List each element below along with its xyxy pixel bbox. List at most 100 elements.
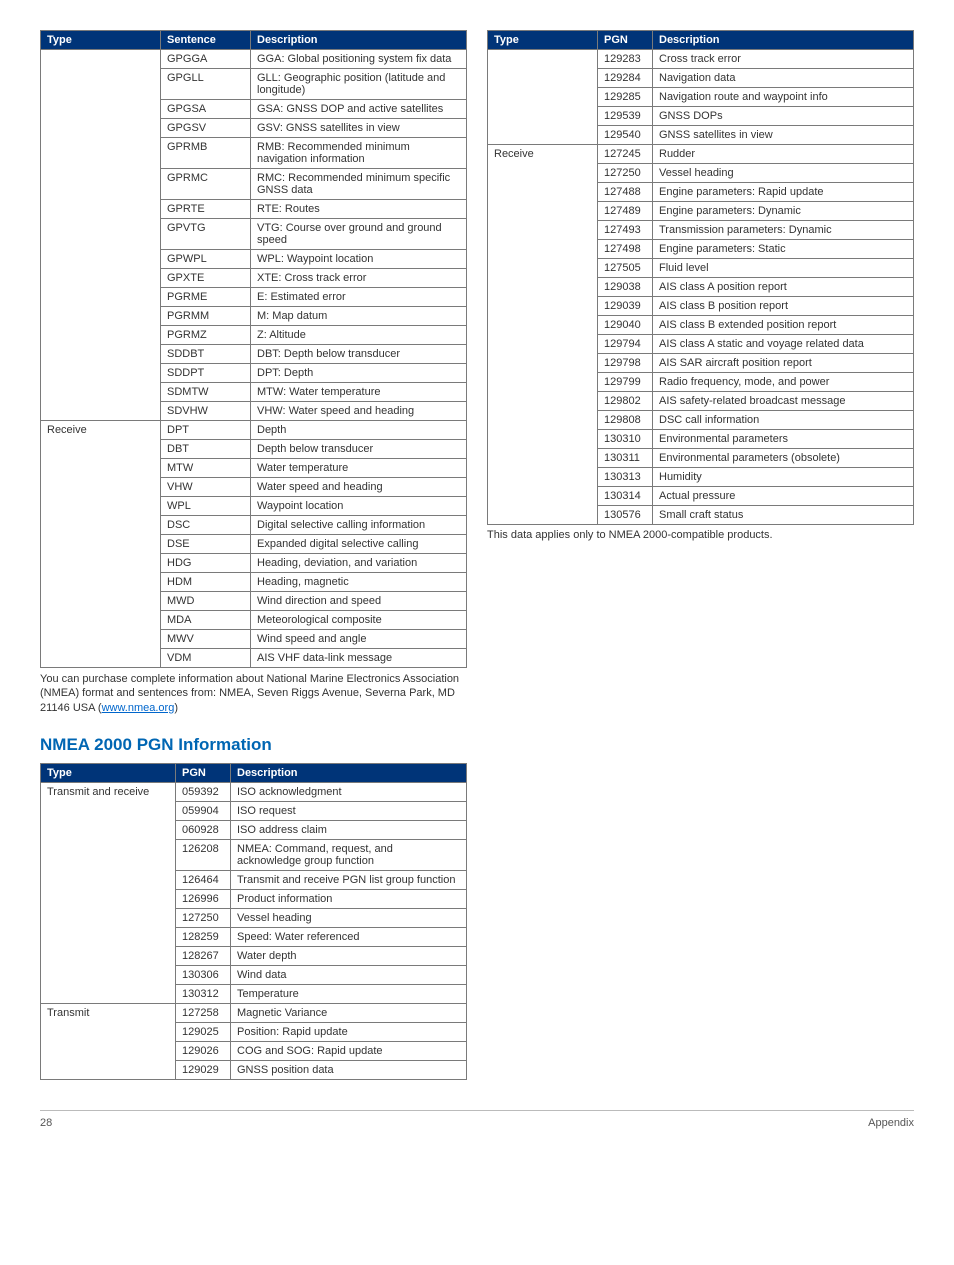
data-cell: GNSS satellites in view	[653, 126, 914, 145]
data-cell: Engine parameters: Dynamic	[653, 202, 914, 221]
col-type: Type	[488, 31, 598, 50]
data-cell: AIS safety-related broadcast message	[653, 392, 914, 411]
data-cell: GPXTE	[161, 269, 251, 288]
data-cell: GPGSA	[161, 100, 251, 119]
data-cell: Depth	[251, 421, 467, 440]
data-cell: GSV: GNSS satellites in view	[251, 119, 467, 138]
page-footer: 28 Appendix	[40, 1110, 914, 1129]
data-cell: Vessel heading	[231, 908, 467, 927]
data-cell: GPRMC	[161, 169, 251, 200]
data-cell: 129799	[598, 373, 653, 392]
data-cell: Wind data	[231, 965, 467, 984]
data-cell: MTW: Water temperature	[251, 383, 467, 402]
type-cell: Transmit and receive	[41, 782, 176, 1003]
data-cell: HDG	[161, 554, 251, 573]
data-cell: M: Map datum	[251, 307, 467, 326]
data-cell: 129029	[176, 1060, 231, 1079]
data-cell: PGRMZ	[161, 326, 251, 345]
type-cell	[488, 50, 598, 145]
data-cell: 127250	[598, 164, 653, 183]
data-cell: Environmental parameters (obsolete)	[653, 449, 914, 468]
data-cell: 130576	[598, 506, 653, 525]
data-cell: 130310	[598, 430, 653, 449]
data-cell: Transmission parameters: Dynamic	[653, 221, 914, 240]
data-cell: 129040	[598, 316, 653, 335]
col-description: Description	[231, 763, 467, 782]
data-cell: 127245	[598, 145, 653, 164]
data-cell: Temperature	[231, 984, 467, 1003]
data-cell: VDM	[161, 649, 251, 668]
data-cell: VHW	[161, 478, 251, 497]
data-cell: 060928	[176, 820, 231, 839]
data-cell: 127258	[176, 1003, 231, 1022]
data-cell: 129798	[598, 354, 653, 373]
nmea-0183-table: Type Sentence Description GPGGAGGA: Glob…	[40, 30, 467, 668]
data-cell: PGRMM	[161, 307, 251, 326]
data-cell: GSA: GNSS DOP and active satellites	[251, 100, 467, 119]
nmea-2000-table-left: Type PGN Description Transmit and receiv…	[40, 763, 467, 1080]
table-row: ReceiveDPTDepth	[41, 421, 467, 440]
data-cell: GPGGA	[161, 50, 251, 69]
data-cell: VTG: Course over ground and ground speed	[251, 219, 467, 250]
table-row: GPGGAGGA: Global positioning system fix …	[41, 50, 467, 69]
data-cell: 129794	[598, 335, 653, 354]
data-cell: Water depth	[231, 946, 467, 965]
data-cell: 130311	[598, 449, 653, 468]
data-cell: RMC: Recommended minimum specific GNSS d…	[251, 169, 467, 200]
data-cell: 129283	[598, 50, 653, 69]
data-cell: Navigation data	[653, 69, 914, 88]
table-row: Transmit127258Magnetic Variance	[41, 1003, 467, 1022]
data-cell: DSC	[161, 516, 251, 535]
data-cell: 129808	[598, 411, 653, 430]
data-cell: Water temperature	[251, 459, 467, 478]
data-cell: 128259	[176, 927, 231, 946]
data-cell: DPT: Depth	[251, 364, 467, 383]
data-cell: Cross track error	[653, 50, 914, 69]
data-cell: AIS class B extended position report	[653, 316, 914, 335]
data-cell: AIS SAR aircraft position report	[653, 354, 914, 373]
data-cell: 130313	[598, 468, 653, 487]
data-cell: NMEA: Command, request, and acknowledge …	[231, 839, 467, 870]
data-cell: 127493	[598, 221, 653, 240]
data-cell: AIS VHF data-link message	[251, 649, 467, 668]
col-type: Type	[41, 763, 176, 782]
table-row: Transmit and receive059392ISO acknowledg…	[41, 782, 467, 801]
nmea-2000-table-right: Type PGN Description 129283Cross track e…	[487, 30, 914, 525]
data-cell: Depth below transducer	[251, 440, 467, 459]
data-cell: Radio frequency, mode, and power	[653, 373, 914, 392]
data-cell: DBT: Depth below transducer	[251, 345, 467, 364]
data-cell: 127250	[176, 908, 231, 927]
nmea-link[interactable]: www.nmea.org	[102, 702, 175, 714]
data-cell: Rudder	[653, 145, 914, 164]
data-cell: GPRMB	[161, 138, 251, 169]
data-cell: SDDPT	[161, 364, 251, 383]
type-cell: Receive	[41, 421, 161, 668]
col-sentence: Sentence	[161, 31, 251, 50]
data-cell: 126464	[176, 870, 231, 889]
data-cell: RMB: Recommended minimum navigation info…	[251, 138, 467, 169]
col-type: Type	[41, 31, 161, 50]
data-cell: DSC call information	[653, 411, 914, 430]
data-cell: Meteorological composite	[251, 611, 467, 630]
data-cell: ISO request	[231, 801, 467, 820]
data-cell: GGA: Global positioning system fix data	[251, 50, 467, 69]
data-cell: Humidity	[653, 468, 914, 487]
data-cell: Product information	[231, 889, 467, 908]
data-cell: GNSS DOPs	[653, 107, 914, 126]
data-cell: 127498	[598, 240, 653, 259]
data-cell: 130314	[598, 487, 653, 506]
data-cell: ISO acknowledgment	[231, 782, 467, 801]
data-cell: Expanded digital selective calling	[251, 535, 467, 554]
data-cell: GPGLL	[161, 69, 251, 100]
data-cell: MWV	[161, 630, 251, 649]
data-cell: AIS class A static and voyage related da…	[653, 335, 914, 354]
data-cell: 129025	[176, 1022, 231, 1041]
data-cell: 129802	[598, 392, 653, 411]
data-cell: 059904	[176, 801, 231, 820]
data-cell: Heading, deviation, and variation	[251, 554, 467, 573]
data-cell: 127488	[598, 183, 653, 202]
data-cell: Environmental parameters	[653, 430, 914, 449]
data-cell: ISO address claim	[231, 820, 467, 839]
data-cell: Engine parameters: Rapid update	[653, 183, 914, 202]
data-cell: Transmit and receive PGN list group func…	[231, 870, 467, 889]
